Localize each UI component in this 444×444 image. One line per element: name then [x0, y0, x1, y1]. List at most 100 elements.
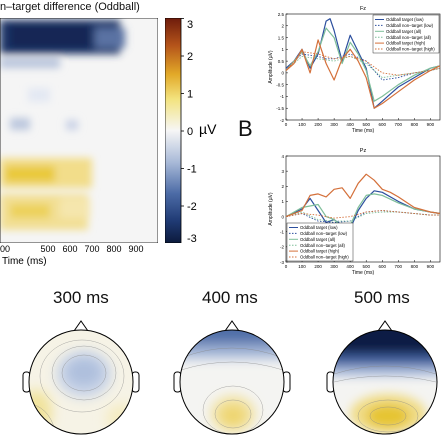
y-axis-label: Amplitude (µV) [268, 192, 274, 226]
colorbar-tick-label: 3 [187, 19, 193, 31]
y-tick-label: 2.5 [278, 12, 285, 17]
x-tick-label: 400 [346, 264, 354, 269]
x-tick-label: 900 [427, 264, 435, 269]
series-line [285, 210, 440, 219]
x-tick-label: 700 [395, 122, 403, 127]
y-tick-label: 2 [281, 24, 284, 29]
heatmap-panel [0, 18, 158, 243]
x-tick-label: 600 [378, 122, 386, 127]
x-tick-label: 200 [314, 122, 322, 127]
colorbar-tick-label: -1 [187, 164, 197, 176]
series-line [285, 39, 441, 109]
pz-plot: Pz -3 -2 -1 0 1 2 3 4 0 100 200 300 400 500 600 700 800 90… [268, 148, 441, 276]
x-tick-label: 700 [395, 264, 403, 269]
panel-b-label: B [238, 116, 253, 141]
legend-entry: Oddball target (low) [386, 17, 424, 22]
y-tick-label: -3 [280, 260, 284, 265]
topomap-label-500: 500 ms [354, 288, 410, 307]
y-tick-label: 0 [281, 71, 284, 76]
y-tick-label: -2 [280, 245, 284, 250]
legend-entry: Oddball target (all) [386, 29, 422, 34]
legend-entry: Oddball non–target (low) [386, 23, 434, 28]
y-tick-label: 1 [281, 199, 284, 204]
x-tick-label: 800 [106, 244, 121, 254]
x-tick-label: 300 [330, 122, 338, 127]
x-axis-label: Time (ms) [2, 256, 47, 267]
x-tick-label: 800 [411, 122, 419, 127]
head-outline [332, 329, 438, 435]
x-tick-label: 800 [411, 264, 419, 269]
nose-icon [377, 320, 393, 332]
x-tick-label: 400 [346, 122, 354, 127]
y-tick-label: 1 [281, 47, 284, 52]
x-tick-label: 0 [285, 264, 288, 269]
x-tick-label: 600 [378, 264, 386, 269]
legend-entry: Oddball target (all) [300, 237, 336, 242]
series-line [285, 173, 441, 218]
topomap-300ms [22, 320, 140, 435]
topomap-500ms [326, 320, 438, 435]
colorbar: 3 2 1 0 -1 -2 -3 µV [165, 18, 217, 243]
topomap-label-300: 300 ms [53, 288, 109, 307]
plot-title: Pz [360, 148, 367, 154]
x-axis-label: Time (ms) [352, 128, 375, 134]
legend-box [372, 14, 440, 54]
x-tick-label: 300 [330, 264, 338, 269]
y-tick-label: 1.5 [278, 35, 285, 40]
colorbar-tick-label: -3 [187, 233, 197, 243]
legend-entry: Oddball target (high) [300, 249, 340, 254]
x-tick-label: 100 [298, 122, 306, 127]
colorbar-tick-label: 1 [187, 89, 193, 101]
legend-entry: Oddball target (low) [300, 225, 338, 230]
legend-entry: Oddball non–target (low) [300, 231, 348, 236]
y-tick-label: 0 [281, 214, 284, 219]
colorbar-unit: µV [199, 121, 217, 137]
series-line [285, 193, 441, 228]
y-tick-label: 0.5 [278, 59, 285, 64]
colorbar-gradient [165, 18, 182, 243]
x-tick-label: 700 [84, 244, 99, 254]
x-tick-label: 500 [40, 244, 55, 254]
y-tick-label: 3 [281, 169, 284, 174]
x-tick-label: 600 [62, 244, 77, 254]
y-tick-label: -2 [280, 118, 284, 123]
y-tick-label: -1.5 [276, 106, 284, 111]
legend-entry: Oddball non–target (high) [386, 47, 435, 52]
x-tick-label: 100 [298, 264, 306, 269]
y-tick-label: -1 [280, 94, 284, 99]
y-tick-label: 4 [281, 154, 284, 159]
colorbar-tick-label: 2 [187, 51, 193, 63]
legend-entry: Oddball non–target (all) [386, 35, 431, 40]
y-tick-label: -0.5 [276, 82, 284, 87]
x-tick-label: 00 [0, 244, 10, 254]
colorbar-tick-label: 0 [187, 126, 193, 138]
x-tick-label: 900 [427, 122, 435, 127]
legend-entry: Oddball target (high) [386, 41, 426, 46]
legend-entry: Oddball non–target (all) [300, 243, 345, 248]
x-tick-label: 900 [128, 244, 143, 254]
colorbar-tick-label: -2 [187, 201, 197, 213]
nose-icon [224, 320, 240, 332]
y-axis-label: Amplitude (µV) [268, 50, 274, 84]
fz-plot: Fz -2 -1.5 -1 -0.5 0 0.5 1 1.5 2 2.5 0 100 200 300 400 5… [268, 6, 441, 134]
series-line [285, 51, 441, 76]
x-tick-label: 200 [314, 264, 322, 269]
nose-icon [73, 320, 89, 332]
y-tick-label: 2 [281, 184, 284, 189]
x-axis-label: Time (ms) [352, 270, 375, 276]
y-tick-label: -1 [280, 230, 284, 235]
series-line [285, 18, 441, 109]
series-line [285, 211, 440, 222]
x-tick-label: 500 [362, 264, 370, 269]
legend-box [286, 222, 354, 262]
topomap-label-400: 400 ms [202, 288, 258, 307]
series-line [285, 190, 441, 230]
panel-a-title: n–target difference (Oddball) [0, 1, 140, 13]
colorbar-ticks: 3 2 1 0 -1 -2 -3 [181, 18, 197, 243]
x-tick-label: 0 [285, 122, 288, 127]
head-outline [28, 329, 134, 435]
plot-title: Fz [360, 6, 366, 12]
heatmap-x-axis: 00 500 600 700 800 900 Time (ms) [0, 244, 144, 267]
head-outline [179, 329, 285, 435]
x-tick-label: 500 [362, 122, 370, 127]
